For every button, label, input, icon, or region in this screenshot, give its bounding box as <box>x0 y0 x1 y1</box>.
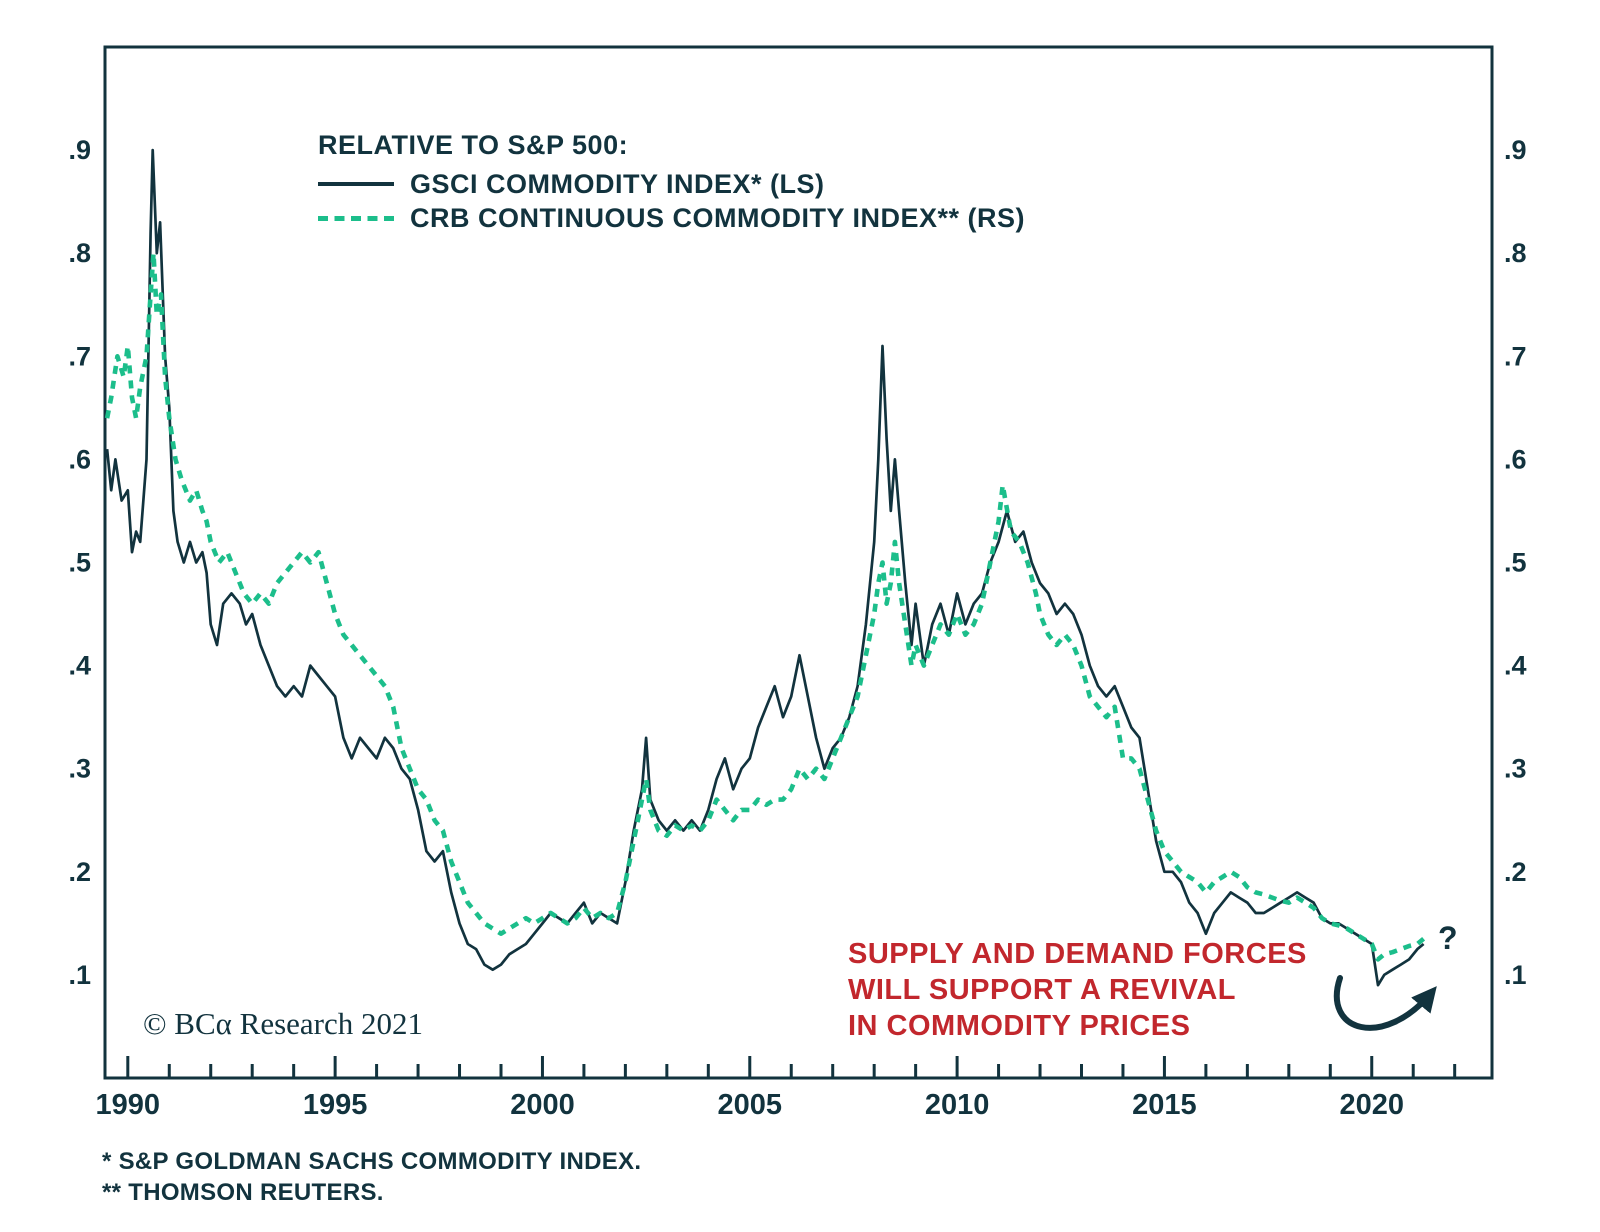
svg-text:.7: .7 <box>1504 341 1527 371</box>
svg-text:2000: 2000 <box>510 1089 575 1121</box>
footnotes: * S&P GOLDMAN SACHS COMMODITY INDEX. ** … <box>102 1146 641 1208</box>
legend-item-crb: CRB CONTINUOUS COMMODITY INDEX** (RS) <box>318 201 1025 235</box>
svg-text:.6: .6 <box>1504 444 1527 474</box>
legend-label-crb: CRB CONTINUOUS COMMODITY INDEX** (RS) <box>410 202 1026 233</box>
svg-text:.3: .3 <box>68 754 91 784</box>
svg-text:.5: .5 <box>1504 548 1527 578</box>
annotation-line-1: SUPPLY AND DEMAND FORCES <box>848 938 1307 970</box>
svg-text:.2: .2 <box>68 857 91 887</box>
annotation-line-2: WILL SUPPORT A REVIVAL <box>848 974 1237 1006</box>
legend-item-gsci: GSCI COMMODITY INDEX* (LS) <box>318 167 1025 201</box>
svg-text:.2: .2 <box>1504 857 1527 887</box>
svg-text:.4: .4 <box>1504 651 1527 681</box>
crb-dashed-line-swatch <box>318 215 394 221</box>
question-mark: ? <box>1438 920 1458 956</box>
legend-title: RELATIVE TO S&P 500: <box>318 130 629 160</box>
legend-label-gsci: GSCI COMMODITY INDEX* (LS) <box>410 168 825 199</box>
footnote-crb: ** THOMSON REUTERS. <box>102 1179 384 1206</box>
svg-text:.5: .5 <box>68 548 91 578</box>
footnote-gsci: * S&P GOLDMAN SACHS COMMODITY INDEX. <box>102 1148 642 1175</box>
svg-text:1990: 1990 <box>96 1089 161 1121</box>
annotation-line-3: IN COMMODITY PRICES <box>848 1010 1191 1042</box>
svg-text:.3: .3 <box>1504 754 1527 784</box>
copyright: © BCα Research 2021 <box>143 1006 423 1041</box>
svg-text:.9: .9 <box>68 135 91 165</box>
svg-text:2020: 2020 <box>1339 1089 1404 1121</box>
svg-text:.6: .6 <box>68 444 91 474</box>
svg-text:2005: 2005 <box>718 1089 783 1121</box>
svg-text:.8: .8 <box>1504 238 1527 268</box>
svg-text:2015: 2015 <box>1132 1089 1197 1121</box>
svg-text:.7: .7 <box>68 341 91 371</box>
svg-text:.9: .9 <box>1504 135 1527 165</box>
svg-text:.8: .8 <box>68 238 91 268</box>
gsci-solid-line-swatch <box>318 182 394 186</box>
svg-text:1995: 1995 <box>303 1089 368 1121</box>
svg-text:.4: .4 <box>68 651 91 681</box>
annotation-text: SUPPLY AND DEMAND FORCES WILL SUPPORT A … <box>848 936 1307 1044</box>
legend: RELATIVE TO S&P 500: GSCI COMMODITY INDE… <box>318 130 1025 235</box>
svg-text:2010: 2010 <box>925 1089 990 1121</box>
svg-text:.1: .1 <box>1504 960 1527 990</box>
svg-text:.1: .1 <box>68 960 91 990</box>
